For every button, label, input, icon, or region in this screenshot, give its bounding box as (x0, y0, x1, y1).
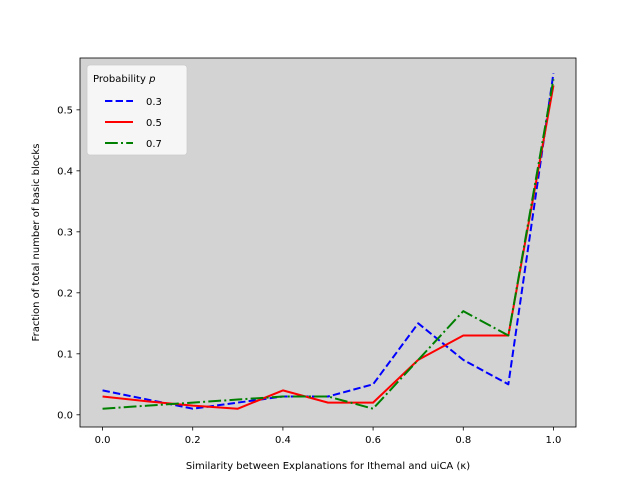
y-tick-label: 0.0 (57, 410, 73, 421)
y-tick-label: 0.1 (57, 349, 73, 360)
y-tick-label: 0.4 (57, 166, 73, 177)
legend-entries: 0.3 0.5 0.7 (105, 97, 162, 150)
y-tick-label: 0.2 (57, 288, 73, 299)
legend-label-0.7: 0.7 (146, 139, 162, 150)
series-layer (102, 73, 555, 410)
legend-title: Probability p (93, 74, 155, 85)
plot-frame (79, 57, 577, 428)
x-tick-label: 0.4 (275, 435, 291, 446)
legend-label-0.5: 0.5 (146, 118, 162, 129)
x-tick-label: 0.2 (185, 435, 201, 446)
x-axis-label: Similarity between Explanations for Ithe… (186, 461, 470, 472)
x-axis: 0.0 0.2 0.4 0.6 0.8 1.0 (95, 427, 562, 446)
y-tick-label: 0.5 (57, 105, 73, 116)
x-tick-label: 0.0 (95, 435, 111, 446)
series-line-0.7 (102, 79, 555, 410)
legend-title-var: p (148, 74, 155, 85)
legend-title-prefix: Probability (93, 74, 146, 85)
series-line-0.3 (102, 73, 555, 410)
x-tick-label: 1.0 (546, 435, 562, 446)
x-tick-label: 0.6 (365, 435, 381, 446)
legend-label-0.3: 0.3 (146, 97, 162, 108)
y-axis-label: Fraction of total number of basic blocks (31, 144, 42, 342)
y-axis: 0.0 0.1 0.2 0.3 0.4 0.5 (57, 105, 80, 421)
legend-box (86, 64, 188, 156)
y-tick-label: 0.3 (57, 227, 73, 238)
x-tick-label: 0.8 (455, 435, 471, 446)
legend: Probability p 0.3 0.5 0.7 (86, 64, 188, 156)
